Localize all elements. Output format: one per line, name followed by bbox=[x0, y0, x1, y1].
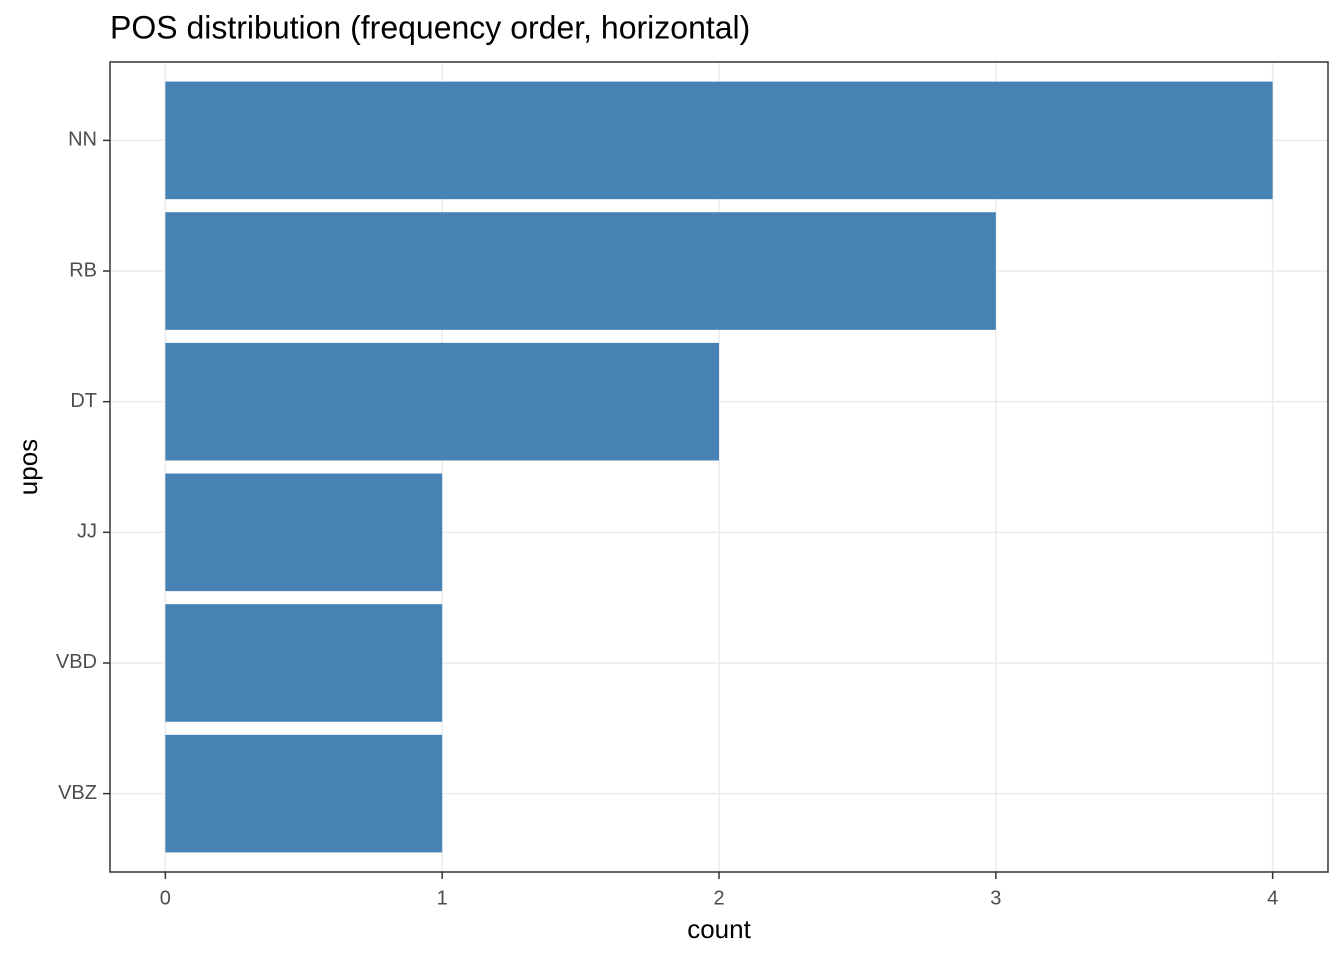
x-tick-label: 3 bbox=[990, 887, 1001, 909]
chart-title: POS distribution (frequency order, horiz… bbox=[110, 9, 750, 45]
y-tick-label: NN bbox=[68, 129, 97, 151]
x-tick-label: 0 bbox=[160, 887, 171, 909]
bar bbox=[165, 734, 443, 853]
bar bbox=[165, 212, 996, 330]
x-tick-label: 2 bbox=[713, 887, 724, 909]
y-tick-label: VBD bbox=[56, 651, 97, 673]
y-tick-label: RB bbox=[69, 259, 97, 281]
panel-border bbox=[109, 61, 1329, 873]
bar bbox=[165, 604, 443, 722]
y-axis-title: upos bbox=[13, 439, 43, 495]
bar bbox=[165, 473, 443, 592]
x-tick-label: 1 bbox=[437, 887, 448, 909]
y-tick-label: VBZ bbox=[58, 782, 97, 804]
x-tick-label: 4 bbox=[1267, 887, 1278, 909]
x-axis-title: count bbox=[687, 914, 751, 944]
y-tick-label: DT bbox=[70, 390, 97, 412]
bar bbox=[165, 81, 1273, 200]
y-tick-label: JJ bbox=[77, 521, 97, 543]
bar bbox=[165, 342, 719, 461]
